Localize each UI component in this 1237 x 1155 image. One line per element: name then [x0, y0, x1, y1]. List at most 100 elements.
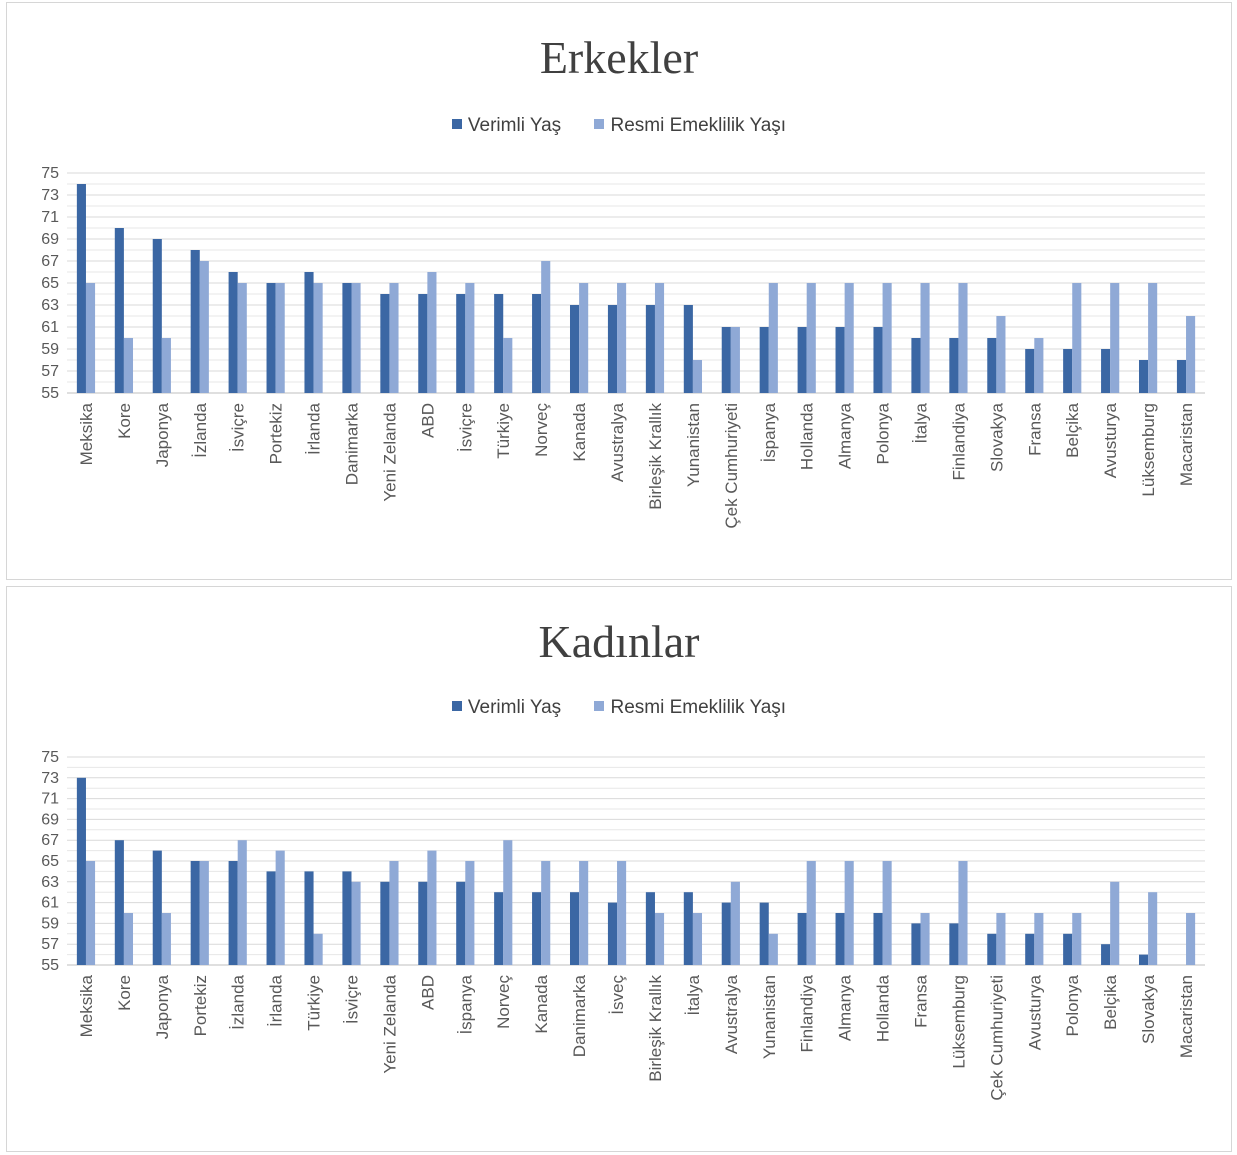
x-tick-label: Portekiz: [191, 975, 210, 1036]
x-tick-label: Macaristan: [1177, 975, 1196, 1058]
bar-official-retirement-age: [882, 861, 892, 965]
bar-productive-age: [949, 923, 959, 965]
bar-productive-age: [721, 327, 731, 393]
y-tick-label: 61: [41, 895, 59, 912]
bar-productive-age: [759, 327, 769, 393]
bar-productive-age: [1063, 349, 1073, 393]
bar-official-retirement-age: [692, 360, 703, 393]
x-tick-label: Kanada: [570, 402, 589, 461]
bar-official-retirement-age: [313, 933, 323, 965]
x-tick-label: İrlanda: [267, 974, 286, 1027]
bar-official-retirement-age: [85, 861, 96, 965]
bar-official-retirement-age: [503, 840, 513, 965]
x-tick-label: Meksika: [77, 402, 96, 465]
bar-official-retirement-age: [996, 913, 1006, 965]
x-tick-label: Finlandiya: [949, 402, 968, 480]
bar-official-retirement-age: [882, 283, 892, 393]
bar-productive-age: [1025, 933, 1035, 965]
bar-productive-age: [835, 913, 845, 965]
bar-official-retirement-age: [579, 861, 589, 965]
bar-productive-age: [797, 913, 807, 965]
x-tick-label: Norveç: [494, 975, 513, 1029]
bar-productive-age: [380, 294, 390, 393]
legend-label-productive: Verimli Yaş: [467, 115, 562, 136]
x-tick-label: Danimarka: [570, 974, 589, 1057]
y-tick-label: 75: [41, 749, 59, 766]
y-tick-label: 63: [41, 874, 59, 891]
bar-productive-age: [1176, 360, 1187, 393]
y-tick-label: 75: [41, 165, 59, 182]
x-tick-label: Polonya: [1063, 974, 1082, 1036]
x-tick-label: Japonya: [153, 974, 172, 1039]
bar-official-retirement-age: [541, 861, 551, 965]
legend-item-productive: Verimli Yaş: [451, 697, 561, 719]
bar-productive-age: [569, 305, 580, 393]
bar-official-retirement-age: [275, 850, 285, 965]
bar-official-retirement-age: [958, 861, 968, 965]
x-tick-label: Çek Cumhuriyeti: [722, 403, 741, 529]
x-tick-label: Fransa: [1025, 402, 1044, 455]
bar-productive-age: [1101, 349, 1111, 393]
bar-official-retirement-age: [1072, 283, 1082, 393]
x-tick-label: Almanya: [836, 974, 855, 1041]
x-tick-label: İtalya: [684, 974, 703, 1015]
chart-legend: Verimli Yaş Resmi Emeklilik Yaşı: [7, 115, 1231, 137]
bar-productive-age: [304, 871, 314, 965]
y-tick-label: 61: [41, 319, 59, 336]
bar-productive-age: [607, 305, 618, 393]
bar-official-retirement-age: [1034, 913, 1044, 965]
bar-official-retirement-age: [996, 316, 1006, 393]
bar-productive-age: [949, 338, 959, 393]
bar-official-retirement-age: [730, 881, 740, 965]
x-tick-label: Hollanda: [874, 974, 893, 1042]
x-tick-label: İsviçre: [229, 403, 248, 452]
bar-productive-age: [1138, 360, 1149, 393]
bar-productive-age: [494, 294, 504, 393]
x-tick-label: Yunanistan: [684, 403, 703, 487]
bar-productive-age: [114, 228, 124, 393]
y-tick-label: 59: [41, 915, 59, 932]
bar-official-retirement-age: [844, 283, 854, 393]
bar-official-retirement-age: [1148, 892, 1158, 965]
x-tick-label: Türkiye: [494, 403, 513, 459]
bar-productive-age: [456, 881, 466, 965]
legend-item-official: Resmi Emeklilik Yaşı: [594, 115, 786, 137]
bar-productive-age: [266, 283, 276, 393]
chart-panel-erkekler: Erkekler Verimli Yaş Resmi Emeklilik Yaş…: [6, 2, 1232, 580]
bar-productive-age: [645, 305, 655, 393]
y-tick-label: 65: [41, 275, 59, 292]
bar-official-retirement-age: [920, 283, 930, 393]
y-tick-label: 57: [41, 936, 59, 953]
bar-productive-age: [607, 902, 618, 965]
bar-productive-age: [76, 184, 86, 393]
x-tick-label: Lüksemburg: [949, 975, 968, 1069]
y-tick-label: 65: [41, 853, 59, 870]
bar-productive-age: [418, 294, 428, 393]
x-tick-label: Meksika: [77, 974, 96, 1037]
x-tick-label: Macaristan: [1177, 403, 1196, 486]
bar-official-retirement-age: [692, 913, 703, 965]
bar-productive-age: [873, 327, 883, 393]
bar-official-retirement-age: [920, 913, 930, 965]
bar-productive-age: [228, 272, 238, 393]
bar-productive-age: [380, 881, 390, 965]
bar-official-retirement-age: [123, 913, 134, 965]
bar-official-retirement-age: [351, 881, 361, 965]
bar-productive-age: [683, 305, 693, 393]
bar-productive-age: [190, 861, 200, 965]
bar-productive-age: [645, 892, 655, 965]
bar-official-retirement-age: [199, 261, 209, 393]
bar-productive-age: [152, 850, 162, 965]
bar-official-retirement-age: [654, 283, 665, 393]
bar-productive-age: [797, 327, 807, 393]
bar-productive-age: [835, 327, 845, 393]
bar-productive-age: [456, 294, 466, 393]
x-tick-label: İtalya: [912, 402, 931, 443]
bar-productive-age: [532, 892, 542, 965]
y-tick-label: 71: [41, 209, 59, 226]
x-tick-label: Belçika: [1063, 402, 1082, 457]
bar-official-retirement-age: [503, 338, 513, 393]
bar-productive-age: [418, 881, 428, 965]
y-tick-label: 69: [41, 231, 59, 248]
x-tick-label: İspanya: [456, 974, 475, 1034]
